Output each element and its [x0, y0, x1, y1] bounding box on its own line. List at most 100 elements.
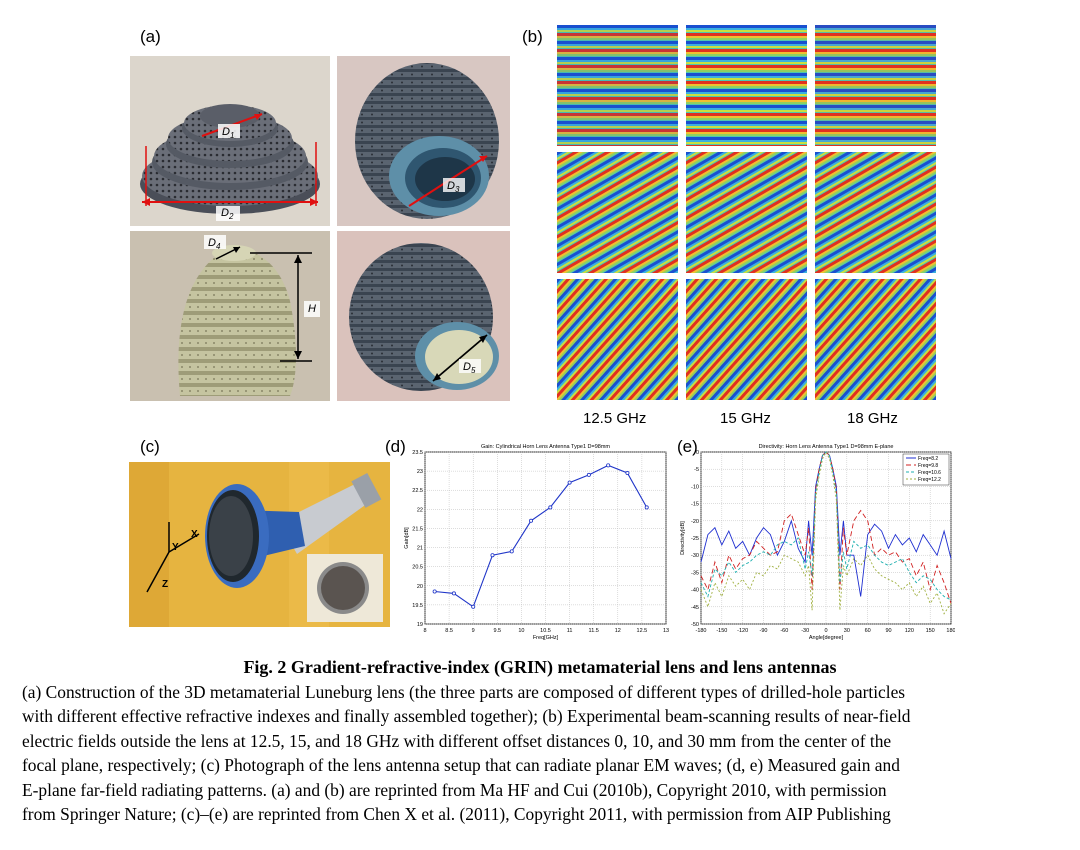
x-tick-label: 8 — [423, 628, 426, 634]
panel-label-b: (b) — [522, 27, 543, 46]
y-tick-label: 20 — [417, 584, 423, 590]
dim-label-d5: D5 — [463, 361, 476, 376]
series-line-1 — [434, 464, 648, 608]
field-map-18ghz-offset-0 — [815, 25, 936, 146]
y-tick-label: 20.5 — [412, 565, 423, 571]
field-map-12-5ghz-offset-10 — [557, 152, 678, 273]
y-tick-label: -10 — [691, 484, 699, 490]
y-axis-label: Directivity[dB] — [680, 521, 686, 555]
field-map-18ghz-offset-10 — [815, 152, 936, 273]
figure-caption-title: Fig. 2 Gradient-refractive-index (GRIN) … — [243, 657, 837, 677]
data-point — [509, 549, 514, 554]
freq-label-15: 15 GHz — [720, 410, 771, 427]
freq-label-18: 18 GHz — [847, 410, 898, 427]
data-point — [529, 518, 534, 523]
x-tick-label: 150 — [926, 628, 935, 634]
axis-label-z: Z — [162, 579, 169, 590]
directivity-chart: -180 -150 -120 -90 -60 -30 0 30 60 90 120 150 180 0 -5… — [680, 444, 955, 641]
dim-label-d3: D3 — [447, 180, 460, 195]
y-tick-label: 22.5 — [412, 488, 423, 494]
axis-label-x: X — [191, 529, 198, 540]
data-point — [606, 463, 611, 468]
dim-label-d4: D4 — [208, 237, 221, 252]
legend-entry: Freq=8.2 — [918, 456, 938, 462]
chart-title: Directivity: Horn Lens Antenna Type1 D=9… — [759, 444, 894, 450]
gain-chart: 8 8.5 9 9.5 10 10.5 11 11.5 12 12.5 13 19 19.5 20 20.5… — [404, 444, 669, 641]
y-tick-label: -30 — [691, 553, 699, 559]
freq-label-12-5: 12.5 GHz — [583, 410, 647, 427]
data-point — [548, 505, 553, 510]
x-tick-label: 180 — [946, 628, 955, 634]
field-map-15ghz-offset-30 — [686, 279, 807, 400]
caption-line: electric fields outside the lens at 12.5… — [22, 730, 892, 751]
y-tick-label: -15 — [691, 502, 699, 508]
caption-line: with different effective refractive inde… — [22, 706, 911, 727]
y-axis-label: Gain[dB] — [404, 527, 410, 549]
y-tick-label: 19 — [417, 622, 423, 628]
chart-title: Gain: Cylindrical Horn Lens Antenna Type… — [481, 444, 610, 450]
x-axis-label: Freq[GHz] — [533, 635, 559, 641]
x-tick-label: 30 — [844, 628, 850, 634]
y-tick-label: 23.5 — [412, 450, 423, 456]
caption-line: (a) Construction of the 3D metamaterial … — [22, 682, 906, 702]
data-point — [432, 589, 437, 594]
legend-box — [902, 453, 950, 486]
panel-label-d: (d) — [385, 437, 406, 456]
panel-label-c: (c) — [140, 437, 160, 456]
y-tick-label: 19.5 — [412, 603, 423, 609]
field-map-15ghz-offset-10 — [686, 152, 807, 273]
data-point — [586, 472, 591, 477]
data-point — [490, 553, 495, 558]
y-tick-label: -40 — [691, 588, 699, 594]
y-tick-label: 23 — [417, 469, 423, 475]
x-tick-label: -120 — [737, 628, 748, 634]
field-map-15ghz-offset-0 — [686, 25, 807, 146]
legend-entry: Freq=9.8 — [918, 463, 938, 469]
x-tick-label: 0 — [824, 628, 827, 634]
panel-label-e: (e) — [677, 437, 698, 456]
y-tick-label: -25 — [691, 536, 699, 542]
x-axis-label: Angle[degree] — [809, 635, 844, 641]
x-tick-label: 11.5 — [589, 628, 599, 634]
field-map-12-5ghz-offset-0 — [557, 25, 678, 146]
x-tick-label: 12.5 — [637, 628, 648, 634]
series-line-3 — [700, 451, 952, 601]
y-tick-label: -45 — [691, 605, 699, 611]
data-point — [451, 591, 456, 596]
x-tick-label: 10.5 — [540, 628, 551, 634]
y-tick-label: 0 — [696, 450, 699, 456]
data-point — [567, 480, 572, 485]
legend-entry: Freq=12.2 — [918, 477, 941, 483]
data-point — [644, 505, 649, 510]
figure-caption-body: (a) Construction of the 3D metamaterial … — [22, 680, 1062, 826]
x-tick-label: -60 — [780, 628, 788, 634]
field-map-12-5ghz-offset-30 — [557, 279, 678, 400]
y-tick-label: -35 — [691, 570, 699, 576]
y-tick-label: 22 — [417, 507, 423, 513]
y-tick-label: -5 — [694, 467, 699, 473]
x-tick-label: 11 — [567, 628, 573, 634]
x-tick-label: 8.5 — [445, 628, 453, 634]
x-tick-label: -90 — [760, 628, 768, 634]
panel-label-a: (a) — [140, 27, 161, 46]
data-point — [625, 471, 630, 476]
y-tick-label: -50 — [691, 622, 699, 628]
lens-photo-dome-bottom: D5 — [337, 231, 510, 401]
y-tick-label: 21 — [417, 546, 423, 552]
x-tick-label: -30 — [801, 628, 809, 634]
caption-line: focal plane, respectively; (c) Photograp… — [22, 755, 900, 776]
lens-photo-dome-top: D3 — [337, 56, 510, 226]
dim-label-h: H — [308, 303, 316, 315]
x-tick-label: -150 — [716, 628, 727, 634]
x-tick-label: 9.5 — [493, 628, 501, 634]
x-tick-label: 60 — [865, 628, 871, 634]
x-tick-label: 10 — [518, 628, 524, 634]
caption-line: E-plane far-field radiating patterns. (a… — [22, 779, 887, 800]
series-line-2 — [700, 451, 952, 604]
dim-label-d1: D1 — [222, 126, 235, 141]
lens-photo-stacked-disks: D1 D2 — [130, 56, 330, 226]
x-tick-label: 13 — [663, 628, 669, 634]
x-tick-label: -180 — [695, 628, 706, 634]
x-tick-label: 120 — [905, 628, 914, 634]
legend-entry: Freq=10.6 — [918, 470, 941, 476]
